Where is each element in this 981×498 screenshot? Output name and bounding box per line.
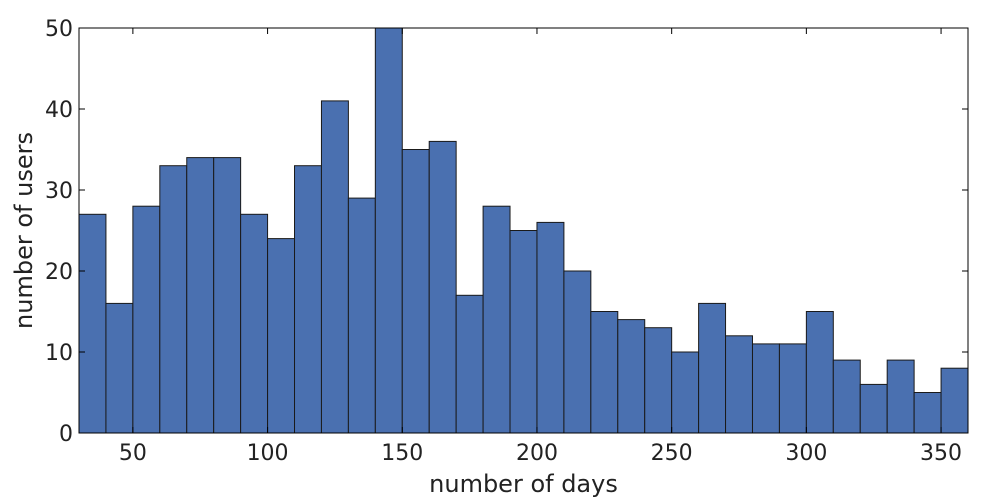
x-tick-label-250: 250	[651, 441, 693, 466]
bar-350-360	[940, 367, 969, 434]
x-axis-label: number of days	[429, 470, 618, 498]
bar-40-50	[105, 302, 134, 434]
bar-320-330	[859, 383, 888, 434]
bar-190-200	[509, 230, 538, 434]
x-tick-label-50: 50	[119, 441, 147, 466]
bar-60-70	[159, 165, 188, 434]
y-tick-label-40: 40	[45, 98, 73, 123]
bar-140-150	[374, 27, 403, 434]
bar-130-140	[347, 197, 376, 434]
bar-80-90	[213, 157, 242, 434]
bar-210-220	[563, 270, 592, 434]
tick-labels-group: 50 100 150 200 250 300 350 0 10 20 30 40 50	[45, 17, 962, 466]
bar-160-170	[428, 140, 457, 434]
bar-290-300	[778, 343, 807, 434]
bar-50-60	[132, 205, 161, 434]
bar-260-270	[698, 302, 727, 434]
bar-90-100	[240, 213, 269, 434]
y-tick-label-20: 20	[45, 260, 73, 285]
bar-170-180	[455, 294, 484, 434]
x-tick-label-300: 300	[785, 441, 827, 466]
bar-270-280	[725, 335, 753, 434]
bar-340-350	[913, 392, 942, 434]
y-tick-label-0: 0	[59, 422, 73, 447]
x-tick-label-150: 150	[381, 441, 423, 466]
bar-280-290	[751, 343, 780, 434]
x-tick-label-350: 350	[920, 441, 962, 466]
bars-group	[78, 27, 969, 434]
bar-200-210	[536, 221, 565, 434]
y-tick-label-10: 10	[45, 341, 73, 366]
bar-220-230	[590, 311, 619, 434]
bar-70-80	[186, 157, 215, 434]
bar-230-240	[617, 319, 646, 434]
bar-110-120	[294, 165, 322, 434]
ticks-group	[79, 27, 968, 434]
bar-30-40	[78, 213, 107, 434]
y-tick-label-30: 30	[45, 179, 73, 204]
x-tick-label-200: 200	[516, 441, 558, 466]
bar-120-130	[320, 100, 349, 434]
bar-240-250	[644, 327, 673, 434]
y-axis-label: number of users	[10, 132, 38, 329]
bar-180-190	[482, 205, 511, 434]
bar-150-160	[401, 149, 430, 434]
plot-frame	[78, 27, 969, 434]
bar-100-110	[267, 238, 296, 434]
bar-250-260	[671, 351, 700, 434]
x-tick-label-100: 100	[247, 441, 289, 466]
y-tick-label-50: 50	[45, 17, 73, 42]
bar-300-310	[805, 311, 834, 434]
bar-330-340	[886, 359, 915, 434]
bar-310-320	[832, 359, 861, 434]
